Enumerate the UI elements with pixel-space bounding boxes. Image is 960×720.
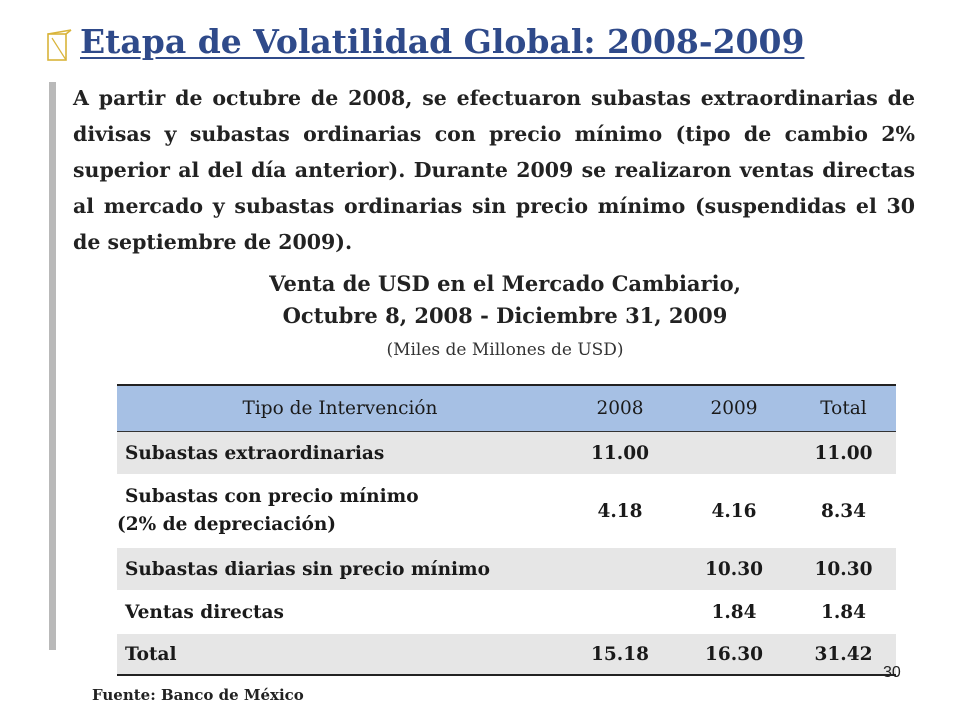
row-total: 11.00 bbox=[814, 442, 873, 464]
header-2008: 2008 bbox=[596, 398, 644, 419]
table-title: Venta de USD en el Mercado Cambiario, Oc… bbox=[0, 268, 960, 332]
row-2009: 1.84 bbox=[711, 601, 757, 623]
intervention-table: Tipo de Intervención 2008 2009 Total Sub… bbox=[117, 384, 896, 676]
header-2009: 2009 bbox=[710, 398, 758, 419]
table-row: Ventas directas 1.84 1.84 bbox=[117, 590, 896, 634]
row-type-line-1: Subastas con precio mínimo bbox=[125, 486, 419, 507]
row-total: 10.30 bbox=[814, 558, 873, 580]
table-row: Subastas con precio mínimo (2% de deprec… bbox=[117, 474, 896, 548]
slide-title: Etapa de Volatilidad Global: 2008-2009 bbox=[80, 22, 805, 61]
row-type: Subastas extraordinarias bbox=[125, 442, 385, 464]
row-2008: 11.00 bbox=[591, 442, 649, 464]
intro-paragraph: A partir de octubre de 2008, se efectuar… bbox=[73, 86, 915, 254]
table-header-row: Tipo de Intervención 2008 2009 Total bbox=[117, 384, 896, 432]
table-row: Subastas extraordinarias 11.00 11.00 bbox=[117, 432, 896, 474]
page-number: 30 bbox=[883, 664, 901, 681]
row-type: Ventas directas bbox=[125, 601, 284, 623]
left-accent-bar bbox=[49, 82, 56, 650]
row-2009: 4.16 bbox=[711, 500, 757, 522]
row-total: 8.34 bbox=[820, 500, 867, 522]
table-title-line-2: Octubre 8, 2008 - Diciembre 31, 2009 bbox=[282, 303, 728, 328]
header-total: Total bbox=[820, 398, 867, 419]
row-2008: 4.18 bbox=[597, 500, 643, 522]
table-row-total: Total 15.18 16.30 31.42 bbox=[117, 634, 896, 676]
source-note: Fuente: Banco de México bbox=[92, 686, 304, 704]
table-row: Subastas diarias sin precio mínimo 10.30… bbox=[117, 548, 896, 590]
row-2008: 15.18 bbox=[591, 643, 649, 665]
row-total: 31.42 bbox=[814, 643, 873, 665]
row-type-line-2: (2% de depreciación) bbox=[117, 514, 337, 535]
row-type: Subastas diarias sin precio mínimo bbox=[125, 558, 490, 580]
table-unit: (Miles de Millones de USD) bbox=[386, 340, 624, 360]
table-title-line-1: Venta de USD en el Mercado Cambiario, bbox=[269, 271, 741, 296]
row-2009: 16.30 bbox=[705, 643, 763, 665]
row-type: Total bbox=[125, 643, 177, 665]
header-type: Tipo de Intervención bbox=[242, 398, 438, 419]
row-2009: 10.30 bbox=[705, 558, 763, 580]
hollow-square-bullet-icon bbox=[47, 29, 72, 61]
row-type: Subastas con precio mínimo (2% de deprec… bbox=[117, 483, 563, 539]
row-total: 1.84 bbox=[820, 601, 867, 623]
